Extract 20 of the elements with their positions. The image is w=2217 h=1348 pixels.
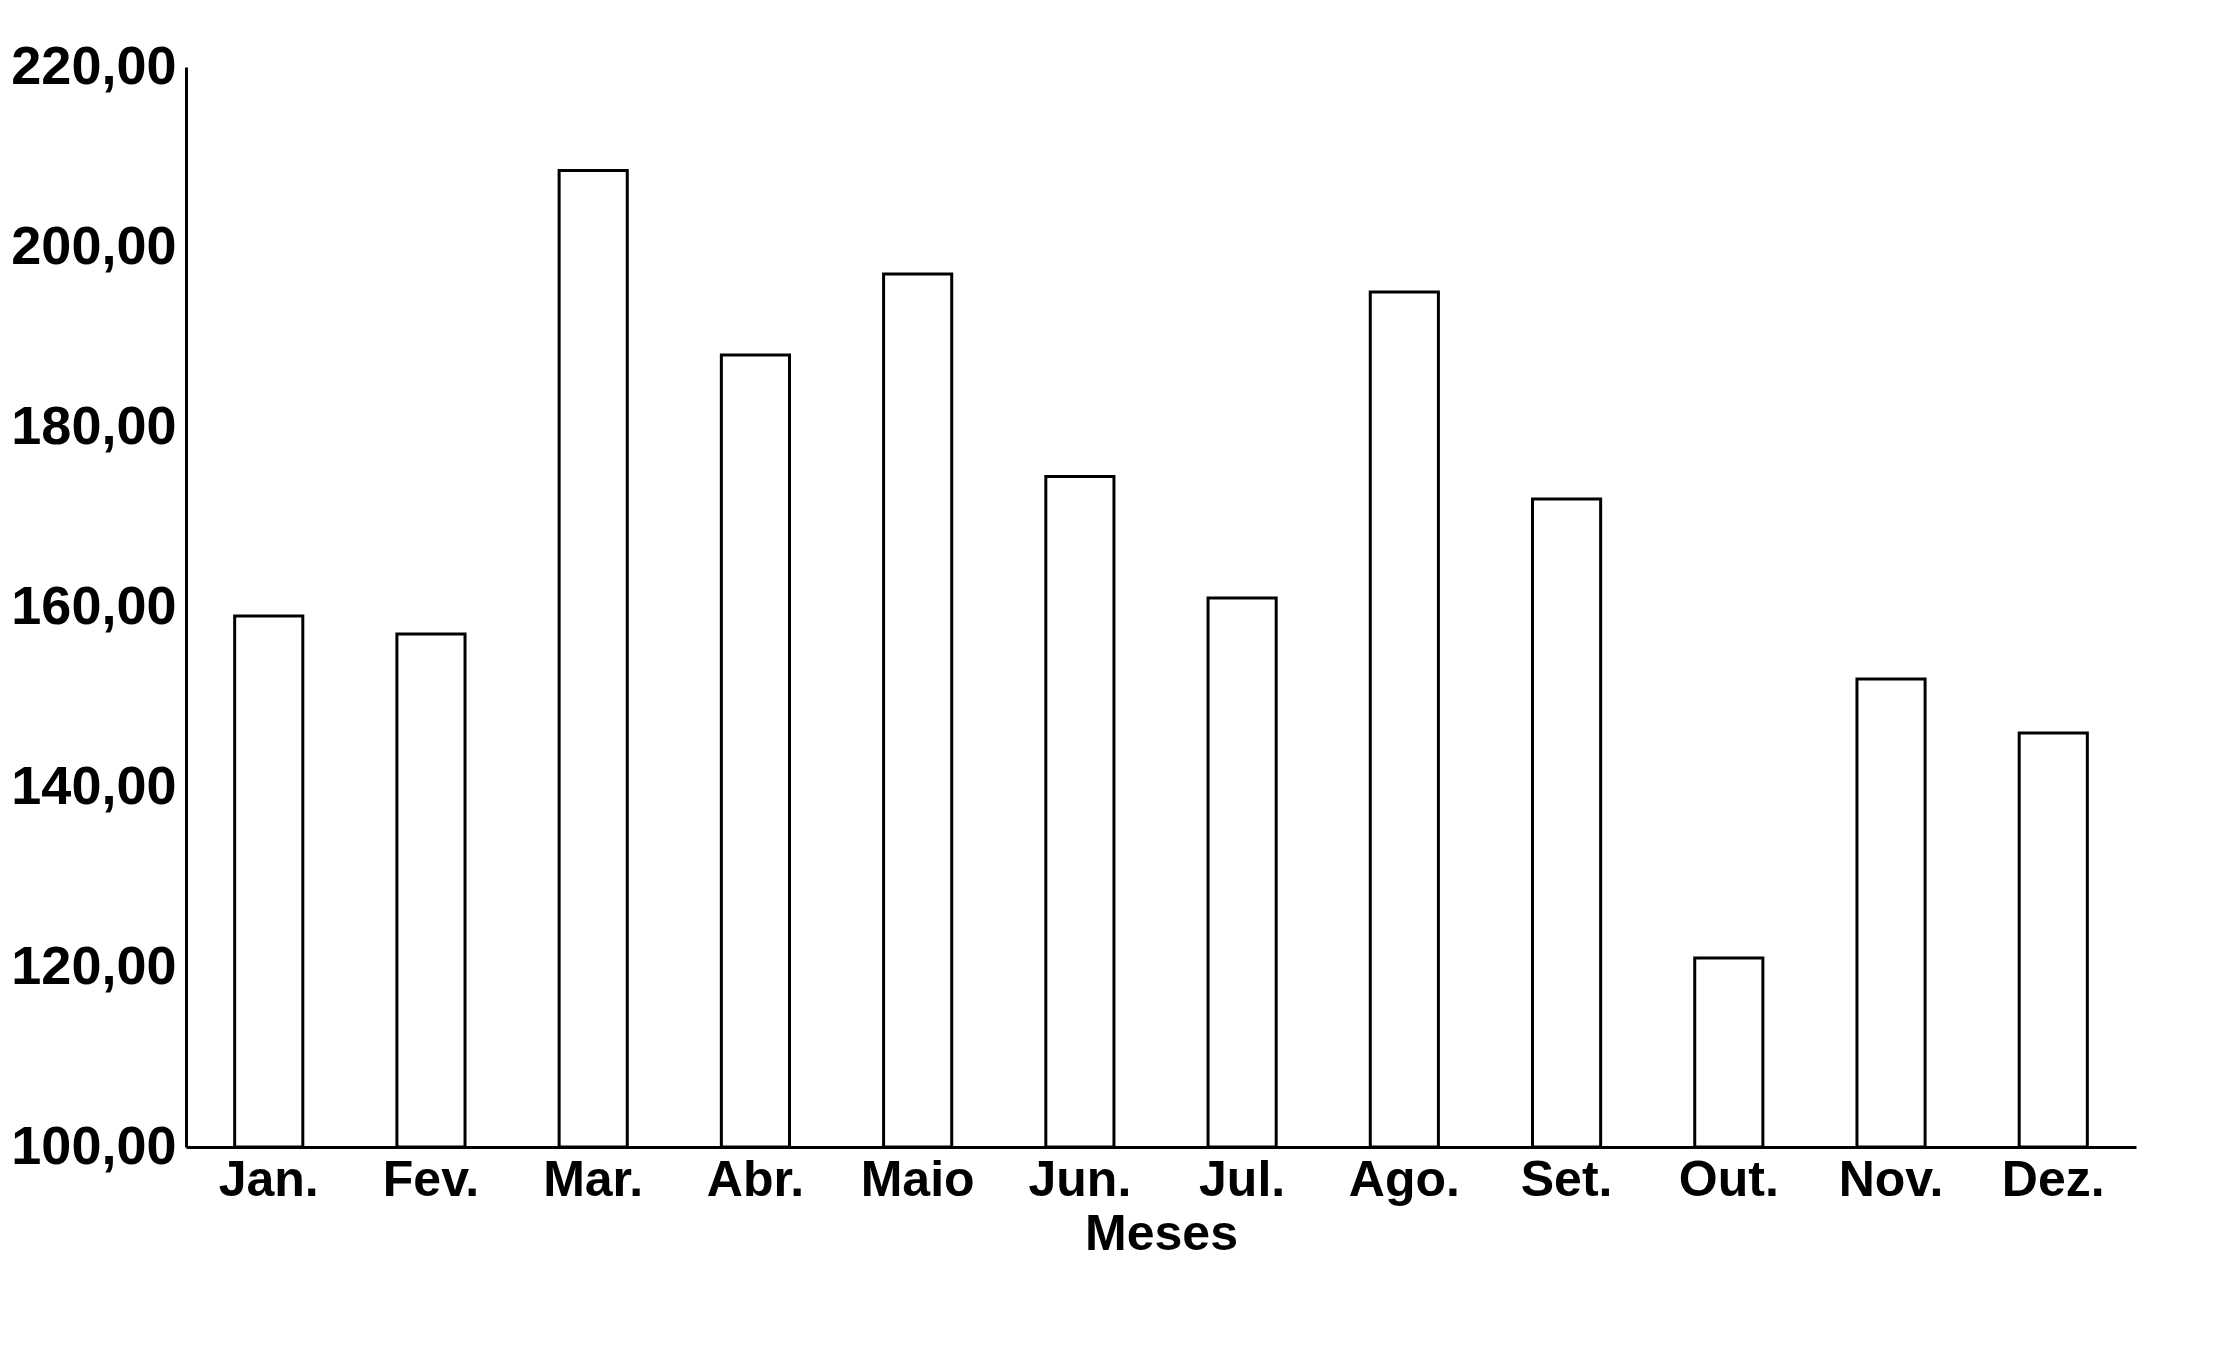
y-tick-label: 200,00 [11,214,177,275]
y-tick-label: 160,00 [11,574,177,635]
y-tick-label: 180,00 [11,394,177,455]
x-tick-label: Jan. [218,1150,319,1207]
x-tick-label: Abr. [706,1150,805,1207]
y-tick-label: 100,00 [11,1114,177,1175]
x-tick-label: Jun. [1028,1150,1132,1207]
x-tick-label: Out. [1678,1150,1779,1207]
x-tick-label: Ago. [1348,1150,1460,1207]
x-axis-title: Meses [1085,1204,1238,1261]
x-tick-label: Maio [860,1150,975,1207]
x-tick-label: Jul. [1199,1150,1286,1207]
x-tick-label: Set. [1520,1150,1613,1207]
x-tick-label: Dez. [2001,1150,2105,1207]
y-tick-label: 120,00 [11,934,177,995]
x-tick-label: Mar. [543,1150,644,1207]
y-tick-label: 220,00 [11,34,177,95]
x-tick-label: Nov. [1838,1150,1944,1207]
x-tick-label: Fev. [382,1150,480,1207]
y-tick-label: 140,00 [11,754,177,815]
